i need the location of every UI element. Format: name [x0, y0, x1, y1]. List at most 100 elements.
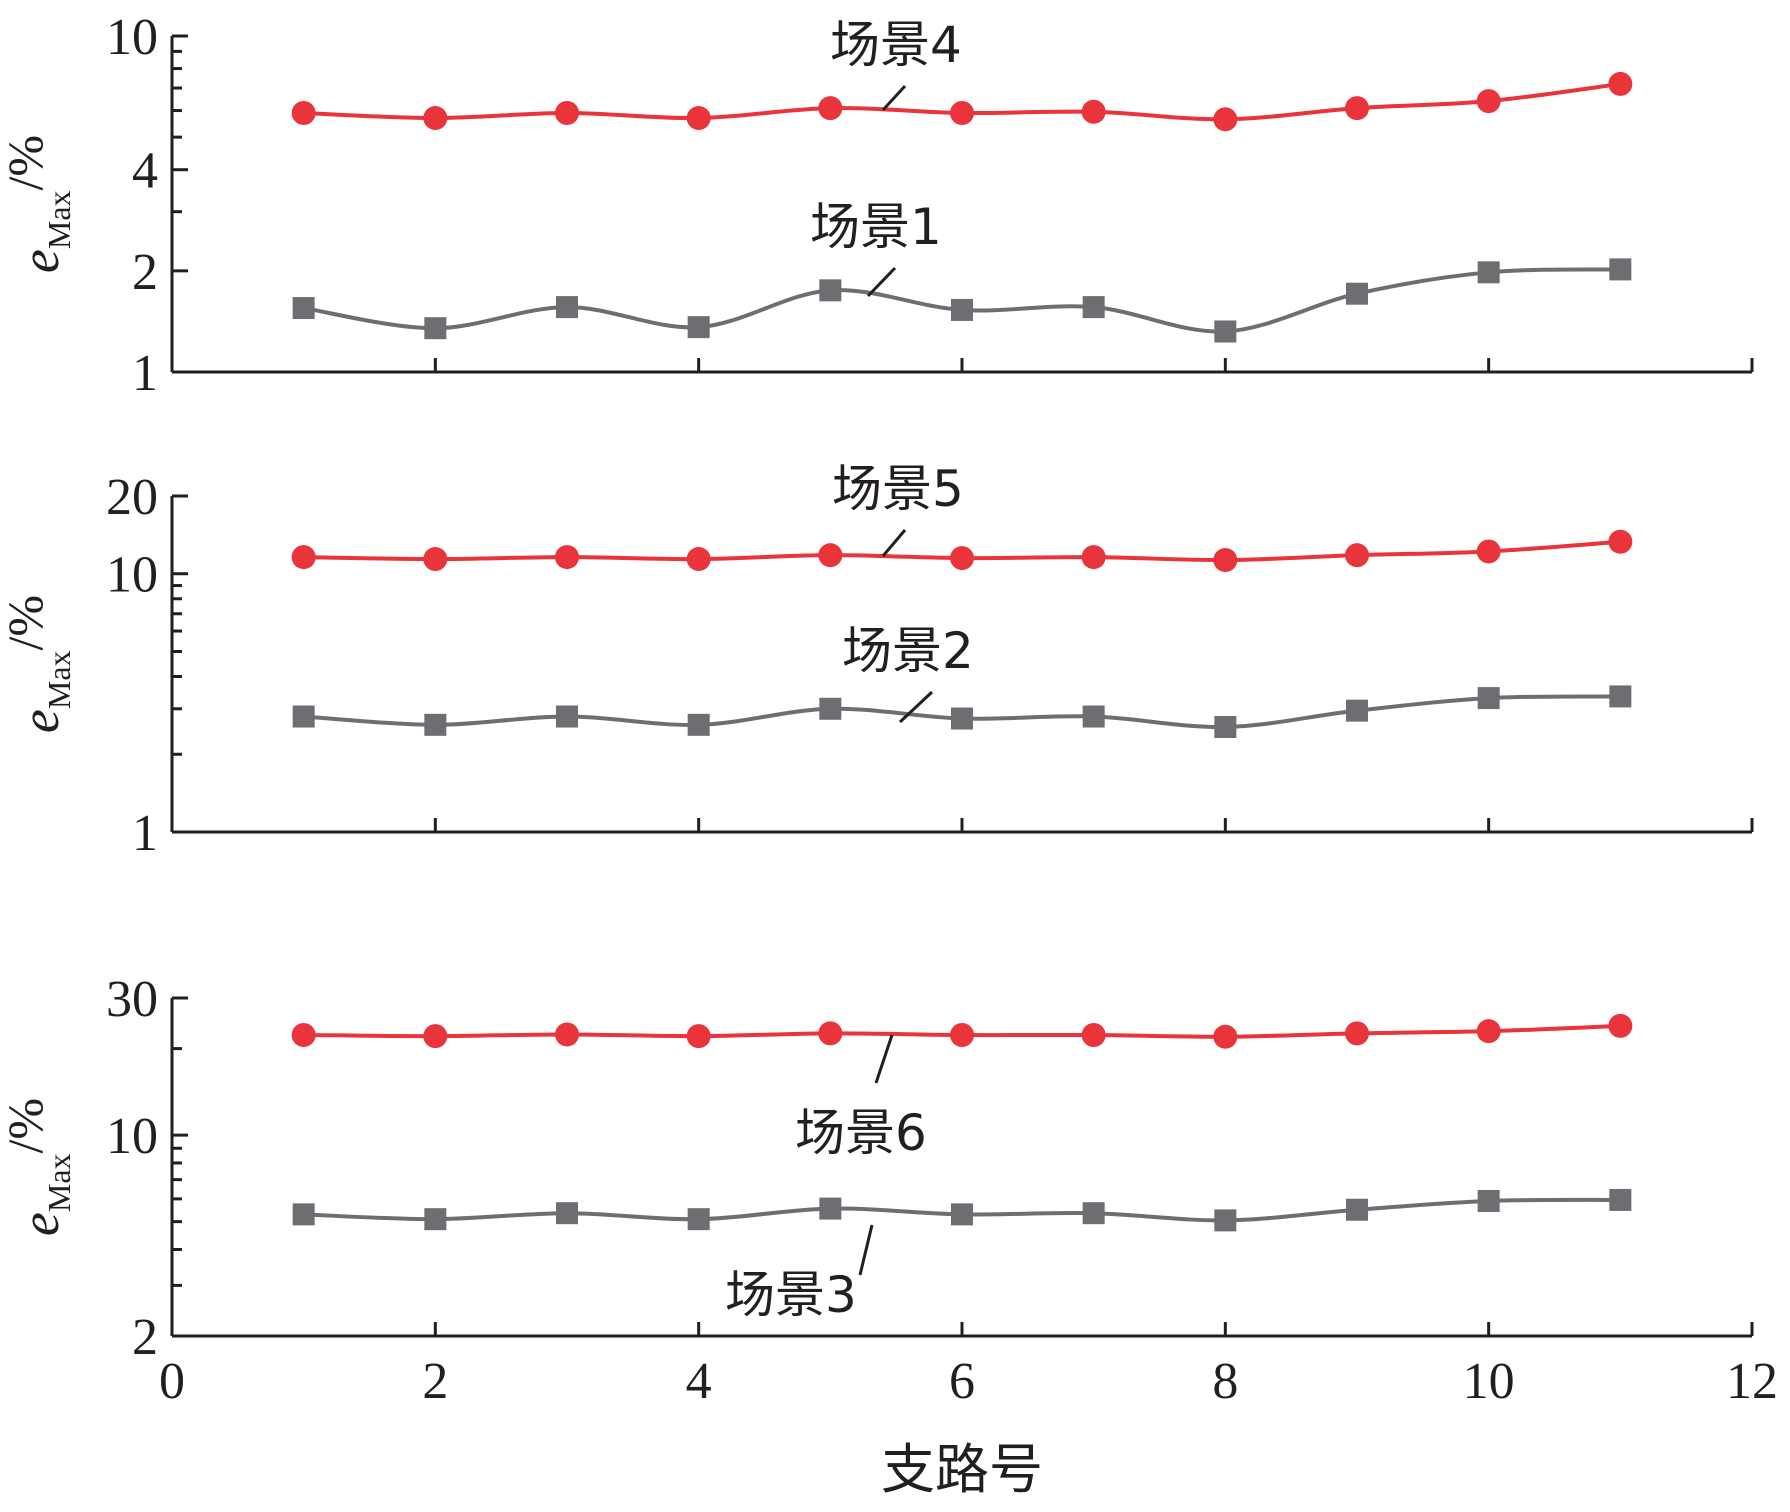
annotation-leader — [881, 529, 907, 557]
data-point — [951, 298, 973, 321]
annotation-label: 场景3 — [725, 1266, 857, 1324]
data-point — [819, 279, 842, 302]
data-point — [1214, 716, 1237, 739]
data-point — [1081, 545, 1106, 570]
data-point — [1213, 1024, 1238, 1049]
x-tick-label: 8 — [1212, 1353, 1238, 1410]
data-point — [1477, 261, 1500, 284]
y-tick-label: 4 — [132, 143, 158, 200]
data-point — [424, 1208, 447, 1231]
data-point — [1609, 1188, 1632, 1211]
data-point — [1082, 296, 1105, 319]
data-point — [1477, 687, 1500, 710]
data-point — [1609, 685, 1632, 708]
data-point — [687, 713, 710, 736]
x-tick-label: 2 — [422, 1353, 448, 1410]
annotation-leader — [874, 1034, 894, 1084]
data-point — [1346, 699, 1368, 722]
data-point — [818, 96, 843, 121]
data-point — [1081, 99, 1106, 124]
data-point — [1214, 320, 1237, 343]
data-point — [555, 1022, 579, 1047]
x-tick-label: 10 — [1463, 1353, 1515, 1410]
annotation-label: 场景4 — [830, 16, 962, 74]
y-tick-label: 2 — [132, 1309, 158, 1366]
data-point — [687, 316, 710, 339]
data-point — [1082, 1202, 1105, 1225]
data-point — [292, 1203, 315, 1226]
data-point — [291, 100, 316, 125]
data-point — [424, 713, 447, 736]
data-point — [1609, 258, 1632, 281]
x-axis-title: 支路号 — [881, 1438, 1043, 1501]
data-point — [1346, 1198, 1368, 1221]
data-point — [1476, 89, 1501, 114]
data-point — [1477, 1189, 1500, 1212]
y-tick-label: 10 — [106, 1108, 158, 1165]
data-point — [1081, 1023, 1106, 1048]
y-tick-label: 10 — [106, 9, 158, 66]
annotation-leader — [881, 84, 907, 112]
data-point — [555, 545, 579, 570]
annotation-label: 场景6 — [795, 1104, 927, 1162]
y-tick-label: 30 — [106, 971, 158, 1028]
annotation-leader — [858, 1224, 874, 1276]
data-point — [423, 1024, 448, 1049]
data-point — [1608, 71, 1633, 96]
x-tick-label: 4 — [686, 1353, 712, 1410]
data-point — [424, 317, 447, 340]
annotation-leader — [898, 690, 934, 724]
panel-3: 2 10 30 eMax/% 场景6 场景3 — [0, 971, 1754, 1366]
data-point — [556, 1202, 578, 1225]
panel-1: 1 2 4 10 eMax/% 场景4 场景1 — [0, 9, 1754, 402]
data-point — [1346, 282, 1368, 305]
data-point — [556, 705, 578, 728]
y-tick-label: 2 — [132, 244, 158, 301]
data-point — [1345, 543, 1369, 568]
data-point — [1213, 548, 1238, 573]
y-tick-label: 1 — [132, 805, 158, 862]
panel-2: 1 10 20 eMax/% 场景5 场景2 — [0, 460, 1754, 862]
annotation-label: 场景5 — [832, 460, 964, 518]
y-axis-label: eMax/% — [0, 595, 77, 733]
data-point — [423, 547, 448, 572]
y-axis-label: eMax/% — [0, 1098, 77, 1236]
data-point — [950, 546, 974, 571]
data-point — [819, 1197, 842, 1220]
y-tick-label: 20 — [106, 469, 158, 526]
data-point — [686, 547, 711, 572]
x-tick-label: 0 — [159, 1353, 185, 1410]
data-point — [1608, 1013, 1633, 1038]
annotation-leader — [866, 266, 897, 298]
data-point — [1082, 705, 1105, 728]
x-axis: 0 2 4 6 8 10 12 支路号 — [159, 1353, 1778, 1501]
data-point — [1213, 107, 1238, 132]
data-point — [291, 1023, 316, 1048]
data-point — [1608, 529, 1633, 554]
data-point — [819, 697, 842, 720]
annotation-label: 场景1 — [810, 198, 942, 256]
data-point — [1476, 539, 1501, 564]
x-tick-label: 6 — [949, 1353, 975, 1410]
data-point — [950, 1023, 974, 1048]
data-point — [950, 100, 974, 125]
data-point — [686, 1024, 711, 1049]
data-point — [1476, 1019, 1501, 1044]
data-point — [687, 1208, 710, 1231]
data-point — [556, 296, 578, 319]
data-point — [951, 707, 973, 730]
data-point — [951, 1203, 973, 1226]
data-point — [555, 100, 579, 125]
data-point — [686, 106, 711, 131]
y-tick-label: 10 — [106, 547, 158, 604]
data-point — [818, 1021, 843, 1046]
data-point — [1345, 96, 1369, 121]
x-tick-label: 12 — [1726, 1353, 1778, 1410]
y-tick-label: 1 — [132, 345, 158, 402]
data-point — [291, 545, 316, 570]
data-point — [292, 705, 315, 728]
annotation-label: 场景2 — [842, 622, 974, 680]
data-point — [292, 297, 315, 320]
